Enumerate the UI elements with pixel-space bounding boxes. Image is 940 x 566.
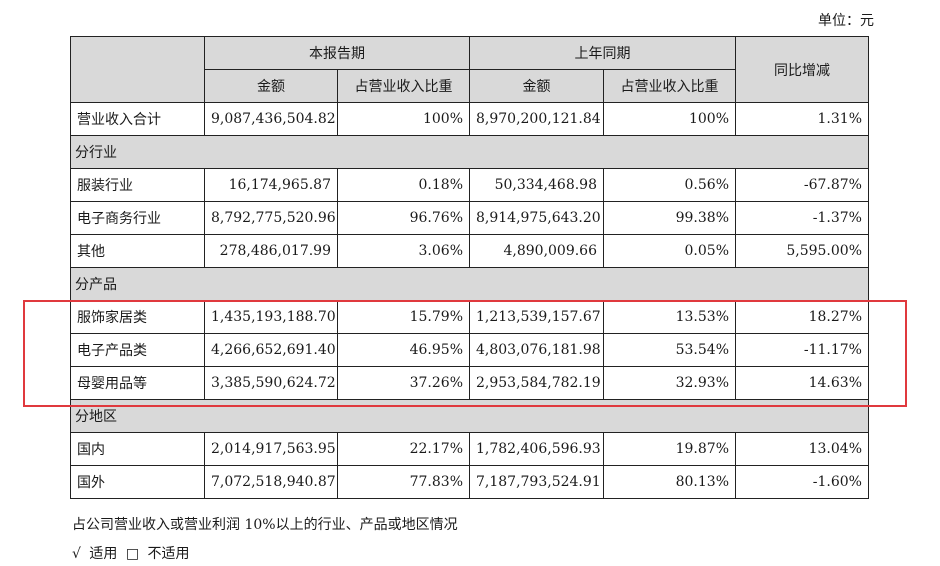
section-row-industry: 分行业 <box>70 135 869 169</box>
yoy-change: 13.04% <box>735 432 869 466</box>
row-label: 服饰家居类 <box>70 300 205 334</box>
prev-amount: 1,213,539,157.67 <box>469 300 604 334</box>
yoy-change: -67.87% <box>735 168 869 202</box>
table-row: 国内 2,014,917,563.95 22.17% 1,782,406,596… <box>70 432 869 466</box>
cur-amount: 16,174,965.87 <box>204 168 338 202</box>
section-label: 分产品 <box>70 267 869 301</box>
table-row: 电子产品类 4,266,652,691.40 46.95% 4,803,076,… <box>70 333 869 367</box>
row-label: 电子商务行业 <box>70 201 205 235</box>
section-row-region: 分地区 <box>70 399 869 433</box>
current-amount-header: 金额 <box>204 69 338 103</box>
prior-share-header: 占营业收入比重 <box>603 69 736 103</box>
table-row: 母婴用品等 3,385,590,624.72 37.26% 2,953,584,… <box>70 366 869 400</box>
empty-checkbox-icon: □ <box>125 546 140 562</box>
cur-amount: 278,486,017.99 <box>204 234 338 268</box>
cur-amount: 4,266,652,691.40 <box>204 333 338 367</box>
not-applicable-label: 不适用 <box>147 546 190 562</box>
section-label: 分地区 <box>70 399 869 433</box>
cur-share: 37.26% <box>337 366 470 400</box>
table-row-total: 营业收入合计 9,087,436,504.82 100% 8,970,200,1… <box>70 102 869 136</box>
row-label: 国内 <box>70 432 205 466</box>
applicability-options: √ 适用 □ 不适用 <box>72 543 194 563</box>
corner-header-cell <box>70 36 205 103</box>
cur-share: 100% <box>337 102 470 136</box>
prev-share: 32.93% <box>603 366 736 400</box>
prev-amount: 1,782,406,596.93 <box>469 432 604 466</box>
row-label: 营业收入合计 <box>70 102 205 136</box>
cur-share: 3.06% <box>337 234 470 268</box>
prev-amount: 4,890,009.66 <box>469 234 604 268</box>
prev-amount: 4,803,076,181.98 <box>469 333 604 367</box>
cur-share: 46.95% <box>337 333 470 367</box>
unit-label: 单位：元 <box>818 13 874 29</box>
prev-share: 99.38% <box>603 201 736 235</box>
yoy-change: 18.27% <box>735 300 869 334</box>
note-text: 占公司营业收入或营业利润 10%以上的行业、产品或地区情况 <box>72 517 458 533</box>
prior-amount-header: 金额 <box>469 69 604 103</box>
table-row: 服装行业 16,174,965.87 0.18% 50,334,468.98 0… <box>70 168 869 202</box>
cur-amount: 8,792,775,520.96 <box>204 201 338 235</box>
section-row-product: 分产品 <box>70 267 869 301</box>
prev-share: 80.13% <box>603 465 736 499</box>
cur-share: 15.79% <box>337 300 470 334</box>
prev-share: 0.56% <box>603 168 736 202</box>
yoy-change: 1.31% <box>735 102 869 136</box>
cur-amount: 1,435,193,188.70 <box>204 300 338 334</box>
row-label: 其他 <box>70 234 205 268</box>
table-row: 服饰家居类 1,435,193,188.70 15.79% 1,213,539,… <box>70 300 869 334</box>
cur-share: 77.83% <box>337 465 470 499</box>
check-mark-icon: √ <box>72 546 81 562</box>
yoy-change: -1.60% <box>735 465 869 499</box>
cur-amount: 9,087,436,504.82 <box>204 102 338 136</box>
table-row: 其他 278,486,017.99 3.06% 4,890,009.66 0.0… <box>70 234 869 268</box>
prev-share: 53.54% <box>603 333 736 367</box>
table-row: 国外 7,072,518,940.87 77.83% 7,187,793,524… <box>70 465 869 499</box>
prev-amount: 7,187,793,524.91 <box>469 465 604 499</box>
yoy-change: 5,595.00% <box>735 234 869 268</box>
row-label: 服装行业 <box>70 168 205 202</box>
cur-amount: 2,014,917,563.95 <box>204 432 338 466</box>
revenue-table: 本报告期 上年同期 同比增减 金额 占营业收入比重 金额 占营业收入比重 营业收… <box>70 36 869 499</box>
table-row: 电子商务行业 8,792,775,520.96 96.76% 8,914,975… <box>70 201 869 235</box>
yoy-change-header: 同比增减 <box>735 36 869 103</box>
current-period-header: 本报告期 <box>204 36 470 70</box>
prev-amount: 50,334,468.98 <box>469 168 604 202</box>
prev-amount: 8,914,975,643.20 <box>469 201 604 235</box>
yoy-change: -11.17% <box>735 333 869 367</box>
yoy-change: 14.63% <box>735 366 869 400</box>
row-label: 电子产品类 <box>70 333 205 367</box>
cur-amount: 3,385,590,624.72 <box>204 366 338 400</box>
prior-period-header: 上年同期 <box>469 36 736 70</box>
prev-share: 0.05% <box>603 234 736 268</box>
cur-amount: 7,072,518,940.87 <box>204 465 338 499</box>
prev-share: 19.87% <box>603 432 736 466</box>
cur-share: 22.17% <box>337 432 470 466</box>
section-label: 分行业 <box>70 135 869 169</box>
prev-amount: 8,970,200,121.84 <box>469 102 604 136</box>
row-label: 国外 <box>70 465 205 499</box>
cur-share: 96.76% <box>337 201 470 235</box>
row-label: 母婴用品等 <box>70 366 205 400</box>
prev-share: 13.53% <box>603 300 736 334</box>
applicable-label: 适用 <box>89 546 118 562</box>
prev-amount: 2,953,584,782.19 <box>469 366 604 400</box>
prev-share: 100% <box>603 102 736 136</box>
current-share-header: 占营业收入比重 <box>337 69 470 103</box>
yoy-change: -1.37% <box>735 201 869 235</box>
cur-share: 0.18% <box>337 168 470 202</box>
